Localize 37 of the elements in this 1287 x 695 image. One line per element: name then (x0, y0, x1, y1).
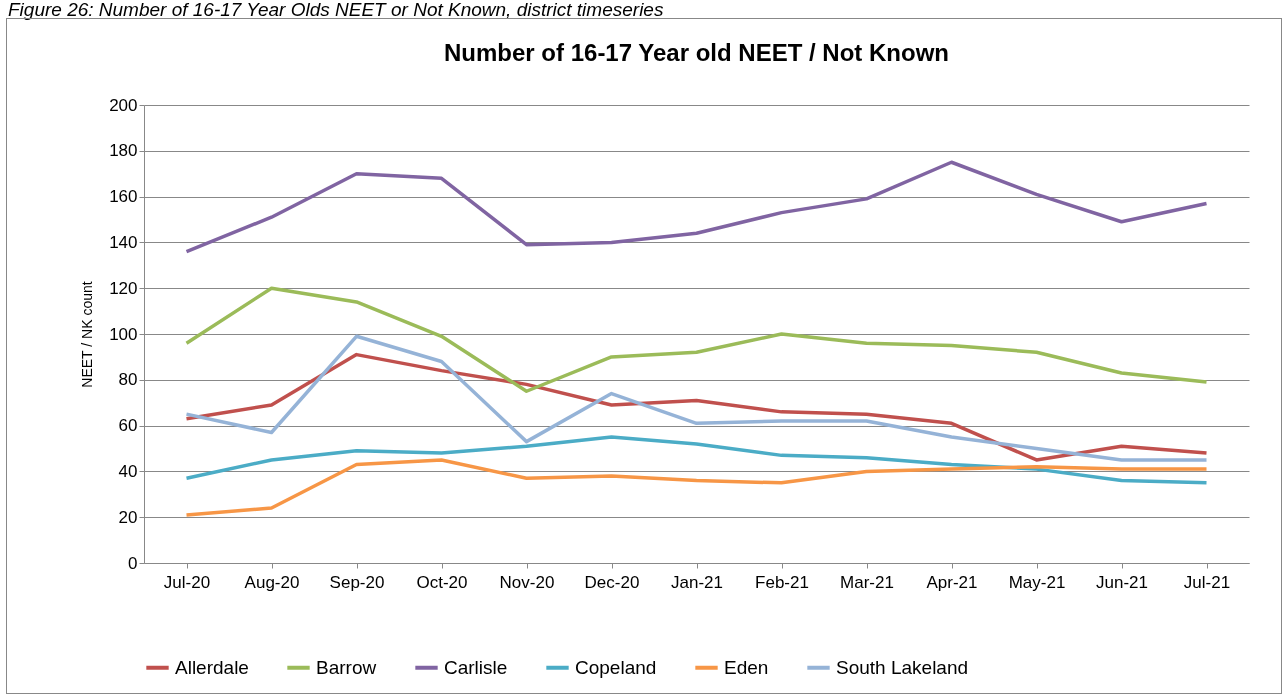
y-tick-label: 120 (109, 278, 138, 298)
legend-label: South Lakeland (836, 656, 969, 678)
y-tick-label: 160 (109, 187, 138, 207)
line-series (184, 286, 1209, 393)
caption: Figure 26: Number of 16-17 Year Olds NEET or Not Known, district timeseries (8, 0, 664, 20)
y-tick-label: 140 (109, 232, 138, 252)
x-tick-label: Oct-20 (416, 572, 468, 592)
legend-label: Copeland (575, 656, 657, 678)
x-tick-label: Dec-20 (584, 572, 640, 592)
x-tick-label: Jun-21 (1096, 572, 1148, 592)
legend-label: Allerdale (175, 656, 249, 678)
x-tick-label: Jul-21 (1183, 572, 1231, 592)
x-tick-label: Sep-20 (329, 572, 385, 592)
line-series (184, 160, 1209, 254)
y-tick-label: 20 (118, 507, 138, 527)
chart-title: Number of 16-17 Year old NEET / Not Known (444, 39, 949, 66)
x-tick-label: Apr-21 (926, 572, 978, 592)
x-tick-label: Mar-21 (840, 572, 894, 592)
y-tick-label: 0 (128, 553, 138, 573)
x-tick-label: Aug-20 (244, 572, 300, 592)
x-tick-label: Jul-20 (163, 572, 211, 592)
line-series (184, 435, 1209, 485)
y-tick-label: 40 (118, 461, 138, 481)
legend-label: Carlisle (444, 656, 508, 678)
x-tick-label: Jan-21 (671, 572, 723, 592)
y-tick-label: 200 (109, 95, 138, 115)
y-tick-label: 80 (118, 370, 138, 390)
line-series (184, 458, 1209, 517)
y-tick-label: 100 (109, 324, 138, 344)
y-tick-label: 180 (109, 141, 138, 161)
y-tick-label: 60 (118, 416, 138, 436)
y-axis-title: NEET / NK count (79, 281, 96, 388)
legend-label: Barrow (316, 656, 377, 678)
legend-label: Eden (724, 656, 769, 678)
x-tick-label: Feb-21 (755, 572, 809, 592)
x-tick-label: Nov-20 (499, 572, 555, 592)
x-tick-label: May-21 (1008, 572, 1066, 592)
